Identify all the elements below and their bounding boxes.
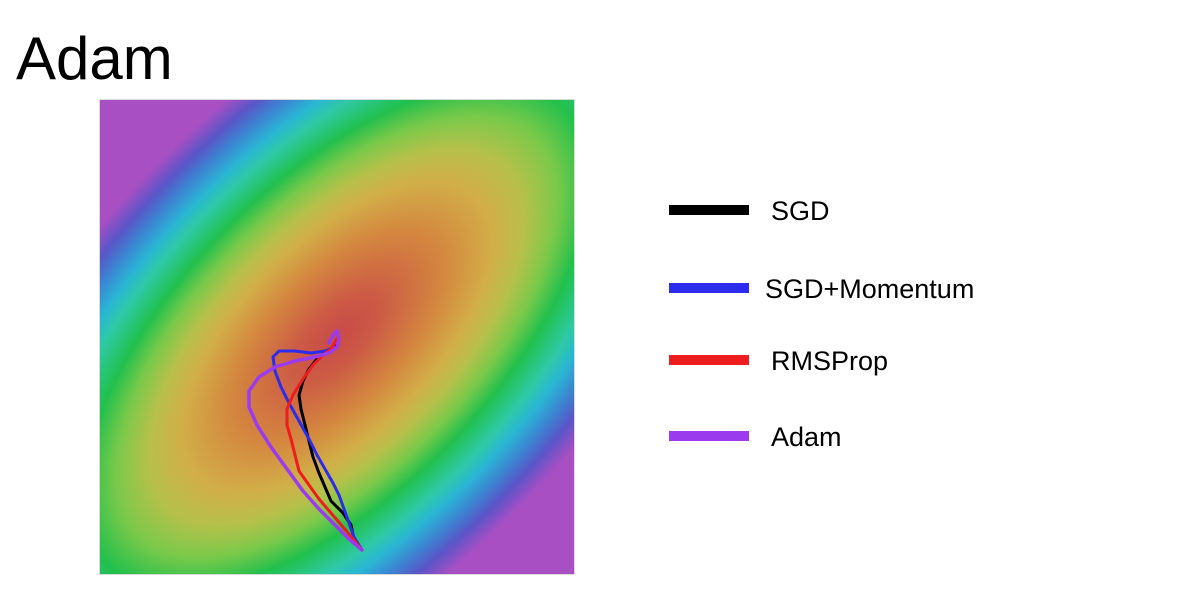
legend-label-sgd-momentum: SGD+Momentum bbox=[765, 274, 975, 304]
plot-border bbox=[99, 99, 575, 575]
legend: SGD SGD+Momentum RMSProp Adam bbox=[669, 190, 1069, 480]
legend-item-sgd-momentum: SGD+Momentum bbox=[669, 268, 1069, 308]
trajectory-group bbox=[247, 329, 364, 552]
loss-contour-svg bbox=[99, 99, 575, 575]
legend-label-sgd: SGD bbox=[771, 196, 830, 226]
legend-item-adam: Adam bbox=[669, 416, 1069, 456]
legend-label-adam: Adam bbox=[771, 422, 842, 452]
legend-swatch-sgd bbox=[669, 205, 749, 215]
trajectory-adam bbox=[247, 329, 364, 552]
legend-item-rmsprop: RMSProp bbox=[669, 340, 1069, 380]
trajectory-rmsprop bbox=[285, 337, 364, 552]
loss-contour-plot bbox=[99, 99, 575, 575]
legend-swatch-rmsprop bbox=[669, 355, 749, 365]
legend-label-rmsprop: RMSProp bbox=[771, 346, 889, 376]
legend-item-sgd: SGD bbox=[669, 190, 1069, 230]
legend-swatch-adam bbox=[669, 431, 749, 441]
trajectory-sgd-momentum bbox=[271, 345, 364, 552]
slide-title: Adam bbox=[16, 25, 173, 92]
legend-swatch-sgd-momentum bbox=[669, 283, 749, 293]
